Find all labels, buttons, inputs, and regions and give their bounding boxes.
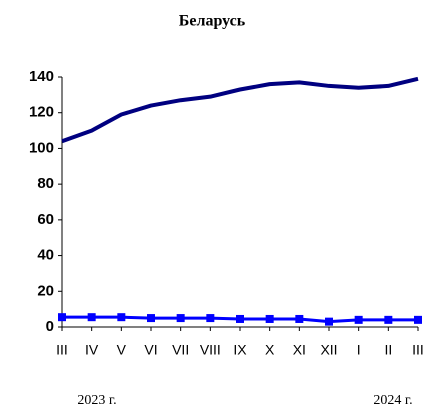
x-tick-label: VIII [200, 342, 221, 358]
marker [236, 314, 244, 323]
x-tick-label: III [412, 342, 424, 358]
x-tick-label: III [56, 342, 68, 358]
x-tick-label: XII [320, 342, 337, 358]
x-tick-label: IX [233, 342, 247, 358]
x-tick-label: II [384, 342, 392, 358]
x-tick-label: V [117, 342, 127, 358]
y-tick-label: 40 [37, 247, 54, 264]
year-label: 2024 г. [373, 393, 412, 408]
marker [354, 315, 363, 324]
x-tick-label: I [357, 342, 361, 358]
marker [87, 313, 96, 322]
y-tick-label: 20 [37, 282, 54, 299]
y-tick-label: 100 [29, 139, 54, 156]
marker [58, 313, 66, 322]
y-tick-label: 140 [29, 68, 54, 85]
chart-title: Беларусь [179, 13, 246, 30]
y-tick-label: 120 [29, 104, 54, 121]
marker [176, 314, 185, 323]
x-tick-label: VI [144, 342, 157, 358]
x-tick-label: VII [172, 342, 189, 358]
marker [117, 313, 126, 322]
x-tick-label: IV [85, 342, 99, 358]
year-label: 2023 г. [77, 393, 116, 408]
marker [384, 315, 393, 324]
marker [147, 314, 155, 323]
marker [414, 315, 422, 324]
marker [295, 314, 304, 323]
marker [265, 314, 274, 323]
y-tick-label: 0 [46, 318, 54, 335]
y-tick-label: 80 [37, 175, 54, 192]
line [61, 76, 419, 144]
marker [325, 317, 333, 326]
marker [206, 314, 215, 323]
x-tick-label: X [265, 342, 275, 358]
y-tick-label: 60 [37, 211, 54, 228]
x-tick-label: XI [293, 342, 306, 358]
